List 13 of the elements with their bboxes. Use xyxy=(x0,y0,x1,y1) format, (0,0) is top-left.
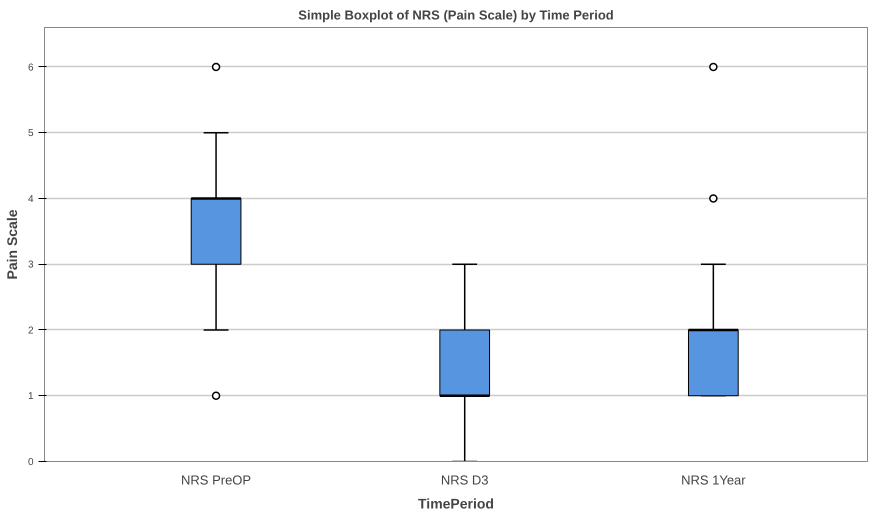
x-tick-label: NRS PreOP xyxy=(181,472,252,488)
y-tick-label: 4 xyxy=(28,194,34,205)
y-axis-title: Pain Scale xyxy=(4,209,20,280)
chart-title: Simple Boxplot of NRS (Pain Scale) by Time Period xyxy=(298,8,614,22)
y-tick-label: 2 xyxy=(28,325,34,336)
y-tick-label: 0 xyxy=(28,457,34,468)
y-tick-label: 1 xyxy=(28,391,34,402)
x-axis-title: TimePeriod xyxy=(418,496,494,512)
x-tick-label: NRS 1Year xyxy=(681,472,746,488)
y-tick-label: 3 xyxy=(28,260,34,271)
y-tick-label: 6 xyxy=(28,62,34,74)
y-tick-label: 5 xyxy=(28,128,34,140)
x-tick-label: NRS D3 xyxy=(440,472,489,488)
